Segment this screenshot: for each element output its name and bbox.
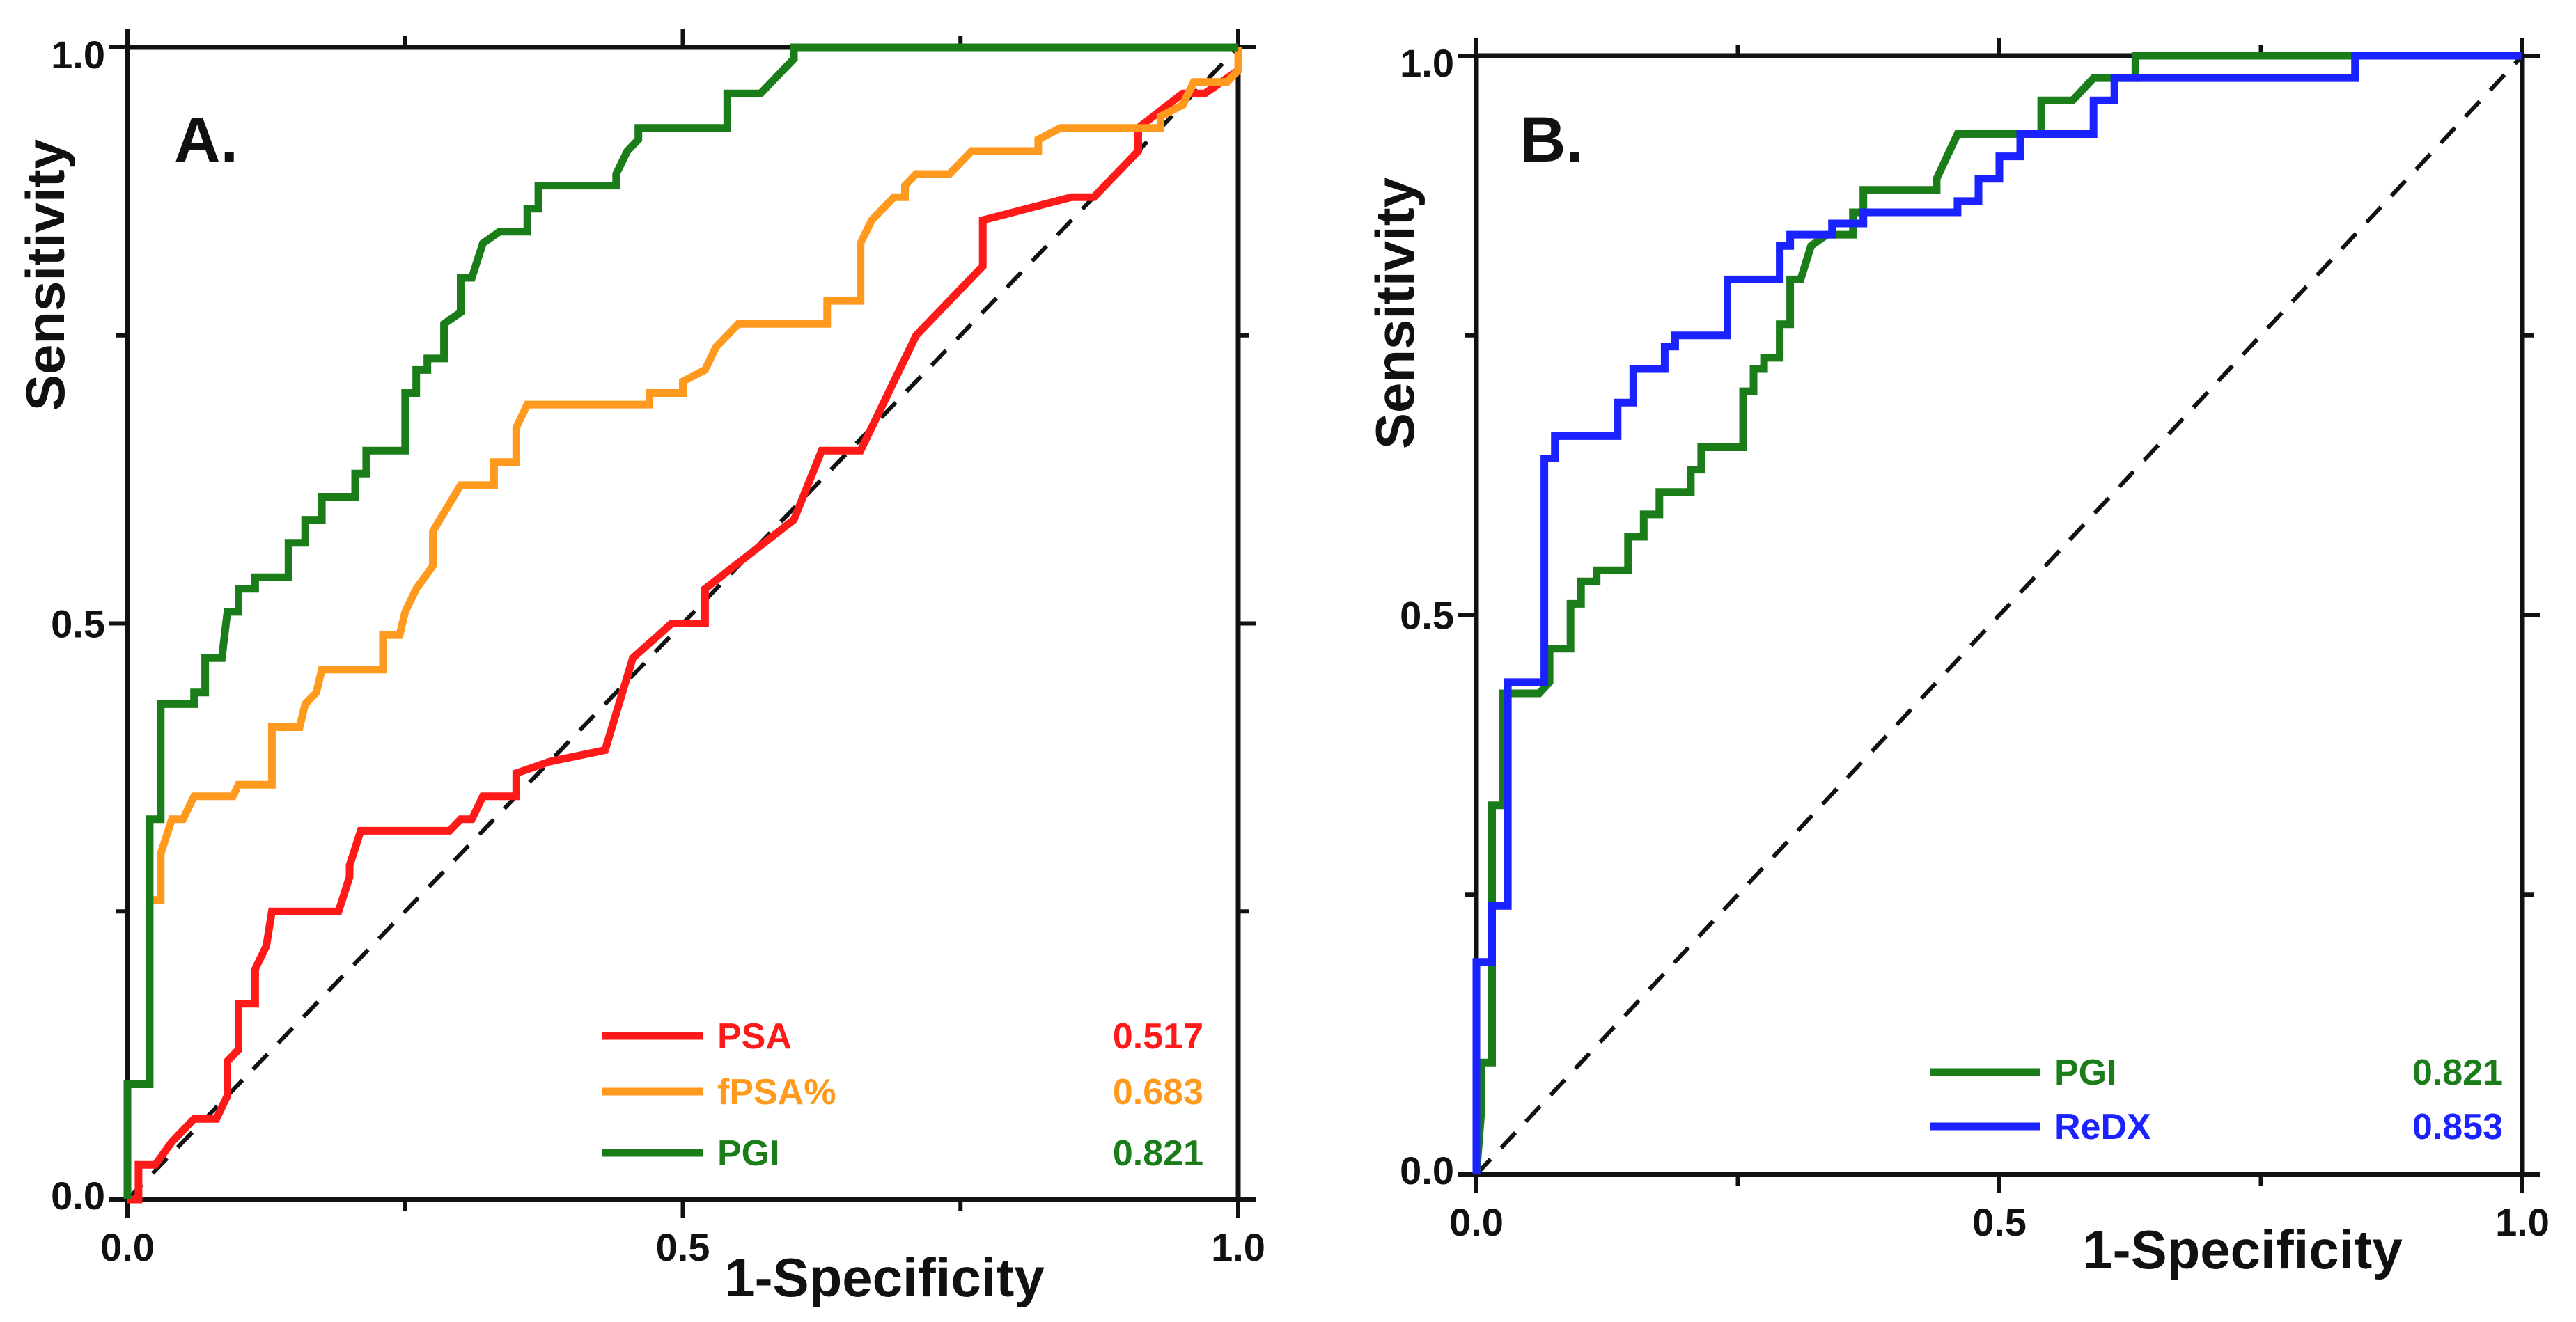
panel-b: 0.0 0.5 1.0 0.0 0.5 1.0 1-Specificity Sensitivi… — [1364, 38, 2550, 1280]
panel-a-ytick-label: 0.5 — [51, 602, 105, 646]
panel-a-xlabel: 1-Specificity — [724, 1247, 1045, 1308]
panel-b-ytick-label: 0.0 — [1400, 1149, 1454, 1193]
panel-a-ylabel: Sensitivity — [15, 139, 76, 411]
panel-a-legend-auc-pgi: 0.821 — [1113, 1133, 1203, 1174]
panel-a-legend: PSA 0.517 fPSA% 0.683 PGI 0.821 — [602, 1016, 1203, 1174]
panel-b-ytick-label: 1.0 — [1400, 41, 1454, 85]
panel-b-series-redx-line — [1472, 52, 2522, 1174]
panel-b-xtick-label: 1.0 — [2495, 1200, 2550, 1244]
panel-b-label: B. — [1520, 104, 1584, 175]
panel-b-reference-line — [1474, 54, 2524, 1177]
panel-a-xtick-label: 1.0 — [1211, 1225, 1265, 1269]
panel-a-xtick-label: 0.0 — [100, 1225, 155, 1269]
panel-a-label: A. — [174, 104, 238, 175]
panel-b-ytick-label: 0.5 — [1400, 594, 1454, 638]
panel-a-legend-name-pgi: PGI — [717, 1133, 780, 1174]
panel-a-legend-auc-fpsa: 0.683 — [1113, 1072, 1203, 1112]
panel-b-legend-auc-redx: 0.853 — [2412, 1107, 2503, 1147]
panel-a-legend-name-fpsa: fPSA% — [717, 1072, 836, 1112]
panel-b-legend-name-pgi: PGI — [2054, 1053, 2117, 1093]
panel-a-series-fpsa-line — [149, 47, 1242, 904]
panel-b-legend-auc-pgi: 0.821 — [2412, 1053, 2503, 1093]
panel-b-xlabel: 1-Specificity — [2082, 1219, 2403, 1280]
panel-a-ytick-label: 0.0 — [51, 1174, 105, 1218]
panel-b-series-pgi-line — [1472, 52, 2522, 1175]
panel-a-series-pgi-line — [123, 43, 1238, 1199]
panel-b-ylabel: Sensitivity — [1364, 178, 1426, 449]
panel-a-legend-name-psa: PSA — [717, 1016, 792, 1057]
panel-a-series-psa-line — [127, 47, 1242, 1204]
panel-b-legend-name-redx: ReDX — [2054, 1107, 2151, 1147]
panel-a-xtick-label: 0.5 — [656, 1225, 710, 1269]
panel-b-legend: PGI 0.821 ReDX 0.853 — [1930, 1053, 2503, 1147]
panel-a: 0.0 0.5 1.0 0.0 0.5 1.0 1-Specificity Sensitivi… — [15, 29, 1265, 1308]
panel-a-ytick-label: 1.0 — [51, 33, 105, 77]
panel-a-legend-auc-psa: 0.517 — [1113, 1016, 1203, 1057]
panel-b-xtick-label: 0.5 — [1972, 1200, 2027, 1244]
panel-b-xtick-label: 0.0 — [1449, 1200, 1504, 1244]
